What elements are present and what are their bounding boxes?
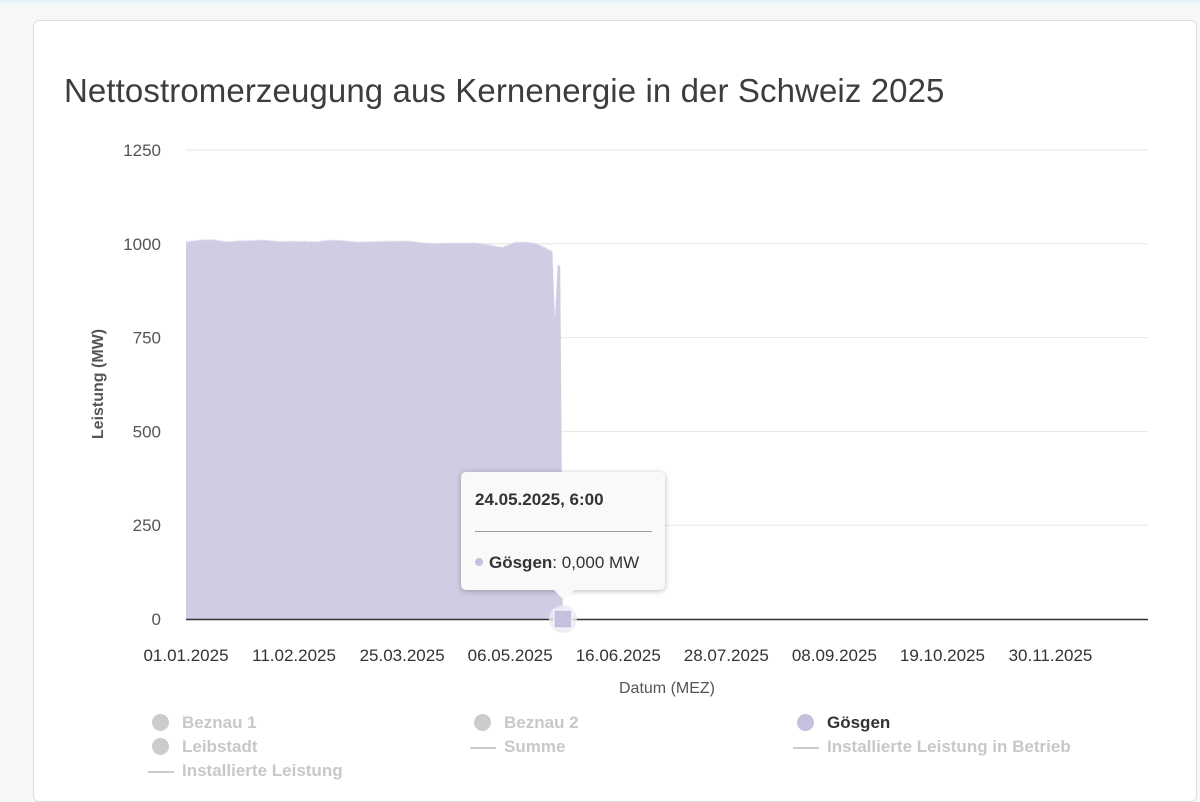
- y-tick-label: 0: [152, 610, 161, 629]
- legend-label: Beznau 1: [182, 713, 257, 732]
- series-dot-icon: [475, 558, 483, 566]
- y-axis-ticks: 0 250 500 750 1000 1250: [123, 141, 161, 629]
- hover-marker[interactable]: [553, 609, 573, 629]
- tooltip-value: : 0,000 MW: [552, 553, 640, 572]
- y-tick-label: 250: [133, 516, 161, 535]
- legend-dot-icon: [797, 714, 814, 731]
- legend-line-icon: [793, 747, 819, 749]
- x-tick-label: 01.01.2025: [143, 646, 228, 665]
- x-tick-label: 06.05.2025: [468, 646, 553, 665]
- x-tick-label: 30.11.2025: [1009, 646, 1093, 665]
- y-axis-title: Leistung (MW): [90, 329, 107, 439]
- legend-line-icon: [148, 771, 174, 773]
- x-tick-label: 08.09.2025: [792, 646, 877, 665]
- x-axis-title: Datum (MEZ): [619, 680, 715, 697]
- legend-dot-icon: [474, 714, 491, 731]
- y-tick-label: 1250: [123, 141, 161, 160]
- tooltip: 24.05.2025, 6:00 Gösgen: 0,000 MW: [461, 472, 665, 600]
- legend-label: Summe: [504, 737, 566, 756]
- tooltip-date: 24.05.2025, 6:00: [475, 490, 604, 509]
- legend-dot-icon: [152, 738, 169, 755]
- x-tick-label: 25.03.2025: [360, 646, 445, 665]
- tooltip-series-name: Gösgen: [489, 553, 553, 572]
- x-tick-label: 19.10.2025: [900, 646, 985, 665]
- y-tick-label: 500: [133, 422, 161, 441]
- tooltip-row: Gösgen: 0,000 MW: [475, 553, 639, 573]
- y-tick-label: 1000: [123, 235, 161, 254]
- legend-label: Leibstadt: [182, 737, 258, 756]
- chart-title: Nettostromerzeugung aus Kernenergie in d…: [64, 72, 945, 110]
- chart-plot[interactable]: 0 250 500 750 1000 1250 01.01.2025 11.02.2025 2…: [0, 0, 1200, 773]
- top-strip: [0, 0, 1200, 3]
- legend-label: Installierte Leistung in Betrieb: [827, 737, 1071, 756]
- x-tick-label: 16.06.2025: [576, 646, 661, 665]
- legend-label: Gösgen: [827, 713, 891, 732]
- legend-line-icon: [470, 747, 496, 749]
- legend-dot-icon: [152, 714, 169, 731]
- x-tick-label: 28.07.2025: [684, 646, 769, 665]
- x-axis-ticks: 01.01.2025 11.02.2025 25.03.2025 06.05.2025…: [143, 646, 1092, 665]
- legend-label: Installierte Leistung: [182, 761, 343, 780]
- tooltip-divider: [475, 531, 652, 532]
- x-tick-label: 11.02.2025: [252, 646, 336, 665]
- y-tick-label: 750: [133, 329, 161, 348]
- legend-label: Beznau 2: [504, 713, 579, 732]
